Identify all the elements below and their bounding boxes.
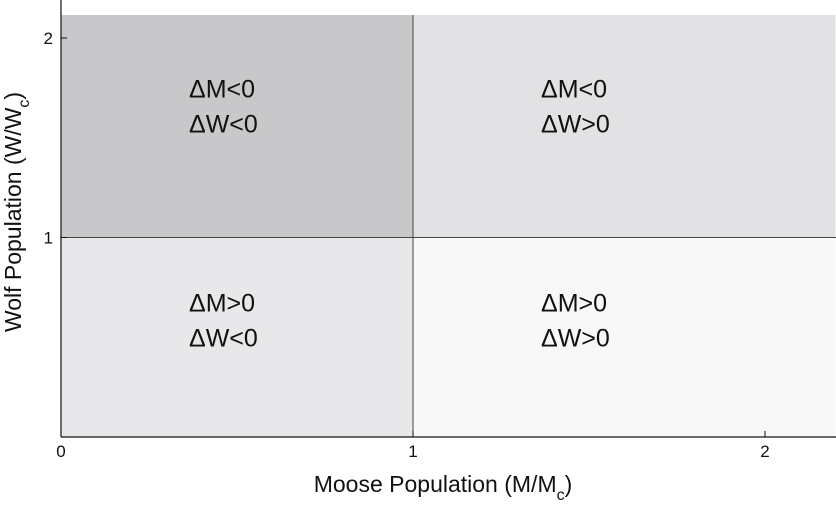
y-tick-label: 2 xyxy=(44,29,53,48)
region-1-label-dw: ΔW<0 xyxy=(189,110,258,138)
y-axis-label: Wolf Population (W/Wc) xyxy=(0,92,33,332)
x-tick-label: 0 xyxy=(56,442,65,461)
region-4-label-dm: ΔM>0 xyxy=(541,289,607,317)
region-labels-layer: ΔM<0 ΔW<0 ΔM<0 ΔW>0 ΔM>0 ΔW<0 ΔM>0 ΔW>0 xyxy=(189,75,610,352)
ticks-layer: 0 1 2 1 2 xyxy=(44,29,770,461)
region-3-label-dw: ΔW<0 xyxy=(189,324,258,352)
region-1-label-dm: ΔM<0 xyxy=(189,75,255,103)
y-axis-label-close: ) xyxy=(0,92,26,100)
x-tick-label: 1 xyxy=(408,442,417,461)
x-axis-label-close: ) xyxy=(565,471,573,497)
x-axis-label: Moose Population (M/Mc) xyxy=(314,471,573,504)
region-2-label-dm: ΔM<0 xyxy=(541,75,607,103)
y-axis-label-text: Wolf Population (W/W xyxy=(0,107,26,332)
divider-lines xyxy=(61,15,836,437)
region-2-label-dw: ΔW>0 xyxy=(541,110,610,138)
region-3-label-dm: ΔM>0 xyxy=(189,289,255,317)
region-4-label-dw: ΔW>0 xyxy=(541,324,610,352)
axes-layer xyxy=(60,0,836,438)
region-2 xyxy=(413,15,836,238)
x-axis-label-text: Moose Population (M/M xyxy=(314,471,557,497)
region-4 xyxy=(413,237,836,437)
x-axis-label-subscript: c xyxy=(557,487,565,504)
x-tick-label: 2 xyxy=(760,442,769,461)
regions-layer xyxy=(61,15,836,437)
region-3 xyxy=(61,237,413,437)
y-axis-label-subscript: c xyxy=(16,100,33,108)
y-tick-label: 1 xyxy=(44,229,53,248)
region-1 xyxy=(61,15,413,238)
